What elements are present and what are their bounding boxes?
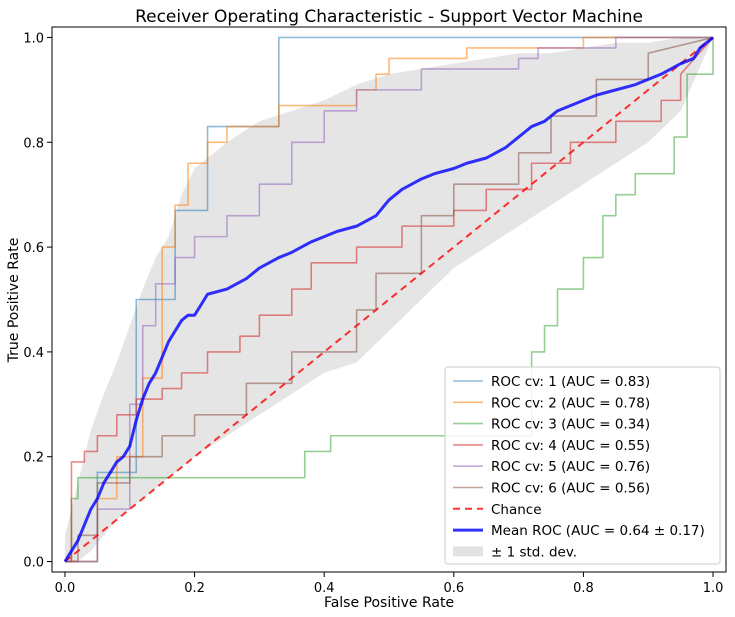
y-axis-label: True Positive Rate (6, 238, 22, 364)
series-line-8 (63, 36, 714, 563)
legend-label: ROC cv: 1 (AUC = 0.83) (491, 374, 650, 390)
y-tick-label: 0.8 (23, 136, 44, 151)
legend-label: Mean ROC (AUC = 0.64 ± 0.17) (491, 523, 705, 539)
legend-label: ± 1 std. dev. (491, 544, 577, 560)
legend-label: ROC cv: 5 (AUC = 0.76) (491, 459, 650, 475)
legend-label: ROC cv: 6 (AUC = 0.56) (491, 481, 650, 497)
y-tick-label: 1.0 (23, 31, 44, 46)
legend: ROC cv: 1 (AUC = 0.83) ROC cv: 2 (AUC = 0… (444, 366, 721, 565)
x-tick-label: 1.0 (703, 581, 724, 596)
y-tick-label: 0.4 (23, 346, 44, 361)
series-line-3 (64, 37, 714, 563)
legend-label: ROC cv: 4 (AUC = 0.55) (491, 438, 650, 454)
x-tick-label: 0.0 (55, 581, 76, 596)
x-tick-label: 0.8 (573, 581, 594, 596)
x-tick-label: 0.4 (314, 581, 335, 596)
series-line-5 (64, 36, 714, 563)
series-line-6 (64, 36, 714, 563)
legend-box (444, 366, 721, 565)
chart-title: Receiver Operating Characteristic - Supp… (135, 7, 643, 27)
plot-frame (51, 26, 727, 573)
series-line-4 (64, 36, 714, 563)
series-line-7 (64, 36, 714, 563)
x-axis: 0.0 0.2 0.4 0.6 0.8 1.0 (55, 572, 724, 596)
plot-area (51, 26, 727, 573)
legend-label: Chance (491, 502, 542, 518)
y-axis: 0.0 0.2 0.4 0.6 0.8 1.0 (23, 31, 52, 571)
x-tick-label: 0.2 (184, 581, 205, 596)
y-tick-label: 0.0 (23, 556, 44, 571)
legend-label: ROC cv: 3 (AUC = 0.34) (491, 417, 650, 433)
y-tick-label: 0.2 (23, 451, 44, 466)
legend-label: ROC cv: 2 (AUC = 0.78) (491, 395, 650, 411)
legend-swatch (453, 546, 483, 557)
y-tick-label: 0.6 (23, 241, 44, 256)
x-axis-label: False Positive Rate (324, 595, 454, 611)
x-tick-label: 0.6 (443, 581, 464, 596)
